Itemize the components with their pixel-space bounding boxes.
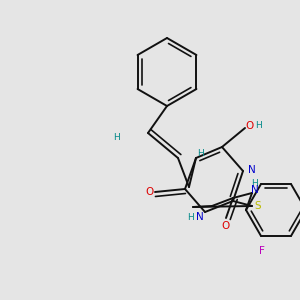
Text: N: N — [251, 185, 259, 195]
Text: F: F — [259, 246, 265, 256]
Text: H: H — [255, 122, 261, 130]
Text: H: H — [252, 179, 258, 188]
Text: H: H — [114, 133, 120, 142]
Text: H: H — [188, 212, 194, 221]
Text: N: N — [196, 212, 204, 222]
Text: O: O — [145, 187, 153, 197]
Text: O: O — [222, 221, 230, 231]
Text: H: H — [196, 148, 203, 158]
Text: N: N — [248, 165, 256, 175]
Text: O: O — [245, 121, 253, 131]
Text: S: S — [255, 201, 261, 211]
